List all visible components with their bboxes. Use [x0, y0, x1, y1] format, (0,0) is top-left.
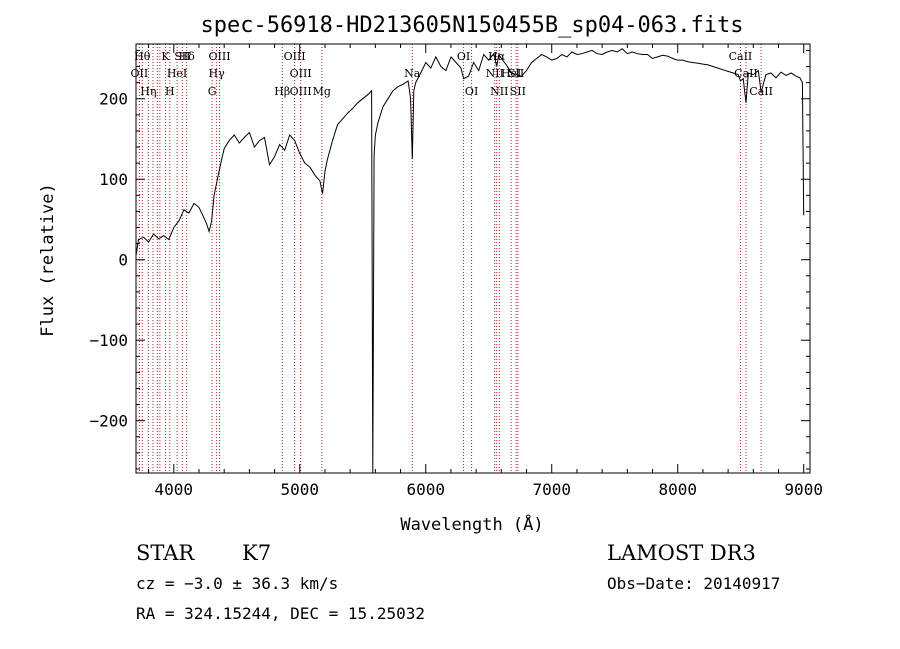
line-label: NII: [486, 67, 504, 80]
line-label: SII: [510, 85, 526, 98]
y-tick-label: −100: [89, 331, 128, 350]
line-label: Hθ: [134, 50, 151, 63]
line-label: G: [208, 85, 217, 98]
line-label: OII: [131, 67, 149, 80]
line-label: OI: [465, 85, 478, 98]
survey-name: LAMOST DR3: [607, 541, 756, 565]
x-tick-label: 6000: [406, 480, 445, 499]
line-label: SII: [174, 50, 190, 63]
y-tick-label: 0: [118, 251, 128, 270]
x-axis-label: Wavelength (Å): [400, 513, 543, 535]
line-label: Hδ: [179, 50, 196, 63]
object-class: STAR: [136, 541, 195, 565]
x-tick-label: 4000: [155, 480, 194, 499]
plot-frame: [135, 43, 811, 474]
line-label: OIII: [208, 50, 230, 63]
line-label: OI: [457, 50, 470, 63]
line-label: CaII: [729, 50, 753, 63]
line-label: Hα: [488, 50, 506, 63]
y-axis-ticks: −200 −100 0 100 200: [89, 49, 810, 470]
y-tick-label: 100: [99, 170, 128, 189]
line-label: H: [165, 85, 175, 98]
line-label: Hη: [140, 85, 156, 98]
object-subclass: K7: [242, 541, 272, 565]
line-label: OIII: [290, 67, 312, 80]
observation-date: Obs−Date: 20140917: [607, 574, 781, 593]
y-tick-label: −200: [89, 412, 128, 431]
ra-dec-coordinates: RA = 324.15244, DEC = 15.25032: [136, 604, 425, 623]
redshift-velocity: cz = −3.0 ± 36.3 km/s: [136, 574, 339, 593]
spectral-line-markers: [138, 44, 762, 473]
x-tick-label: 7000: [532, 480, 571, 499]
x-tick-label: 8000: [658, 480, 697, 499]
line-label: OIII: [290, 85, 312, 98]
y-axis-label: Flux (relative): [38, 183, 58, 337]
line-label: CaII: [734, 67, 758, 80]
line-label: Hβ: [274, 85, 290, 98]
x-axis-ticks: 4000 5000 6000 7000 8000 9000: [148, 44, 823, 499]
spectrum-line: [135, 48, 805, 474]
x-tick-label: 5000: [281, 480, 320, 499]
line-label: Hγ: [209, 67, 226, 80]
line-label: OIII: [284, 50, 306, 63]
line-label: NII: [490, 85, 508, 98]
x-tick-label: 9000: [784, 480, 823, 499]
line-label: K: [161, 50, 170, 63]
line-label: SII: [508, 67, 524, 80]
line-label: HeI: [501, 67, 521, 80]
chart-title: spec-56918-HD213605N150455B_sp04-063.fit…: [200, 13, 743, 38]
line-label: Na: [404, 67, 421, 80]
y-tick-label: 200: [99, 90, 128, 109]
line-label: HeI: [167, 67, 187, 80]
line-label: Mg: [313, 85, 331, 98]
